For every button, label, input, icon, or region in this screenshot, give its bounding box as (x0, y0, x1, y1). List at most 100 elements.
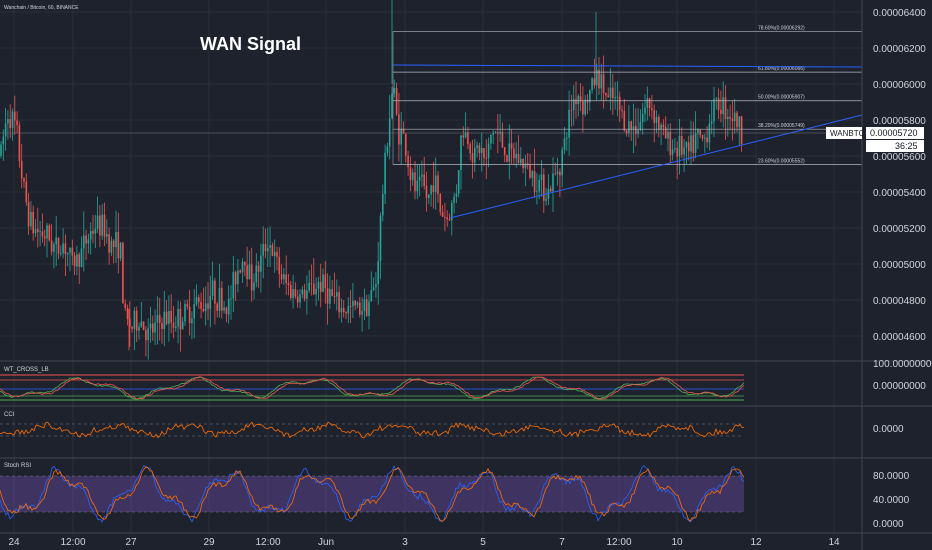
candle-body (285, 274, 287, 284)
candle-body (614, 97, 616, 99)
candle-body (487, 143, 490, 158)
candle-body (444, 216, 446, 218)
candle-body (513, 148, 515, 159)
candle-body (508, 143, 511, 162)
price-pane[interactable]: 78.60%(0.00006292) 61.80%(0.00006066) 50.0… (0, 0, 862, 360)
candle-body (11, 111, 14, 128)
candle-body (602, 74, 605, 94)
wt-cross-pane[interactable]: WT_CROSS_LB (0, 367, 745, 401)
candle-body (621, 109, 623, 112)
candle-body (9, 119, 11, 128)
candle-body (294, 289, 297, 297)
candle-body (595, 69, 598, 86)
time-tick-label: 14 (828, 537, 840, 548)
candle-body (25, 181, 28, 203)
candle-body (23, 178, 25, 182)
candle-body (658, 116, 660, 130)
candle-body (405, 133, 407, 156)
candle-body (69, 247, 71, 253)
candle-body (193, 304, 195, 319)
candle-body (280, 274, 283, 280)
candle-body (43, 236, 46, 239)
resistance-trendline[interactable] (392, 64, 862, 68)
time-tick-label: 12 (750, 537, 762, 548)
candle-body (62, 243, 64, 254)
candle-body (310, 282, 313, 284)
candle-body (432, 185, 435, 192)
candle-body (674, 148, 676, 150)
candle-body (186, 303, 189, 307)
candle-body (66, 252, 69, 255)
candle-body (117, 232, 120, 259)
candle-body (227, 298, 230, 315)
candle-body (469, 144, 471, 154)
time-axis[interactable]: 24 12:00 27 29 12:00 Jun 3 5 7 12:00 10 12 14 (8, 537, 840, 548)
candle-body (616, 96, 619, 98)
candle-body (317, 282, 320, 289)
candle-body (161, 323, 163, 330)
candle-body (492, 132, 494, 135)
candle-body (462, 135, 465, 138)
candle-body (110, 240, 113, 253)
candle-body (474, 147, 476, 163)
candle-body (37, 228, 39, 232)
candle-body (531, 171, 534, 178)
candle-body (168, 310, 170, 324)
time-tick-label: 3 (402, 537, 408, 548)
candle-body (701, 134, 704, 139)
stoch-rsi-pane[interactable]: Stoch RSI (0, 463, 745, 523)
support-trendline[interactable] (449, 114, 862, 219)
candle-body (83, 235, 85, 249)
candle-body (331, 289, 333, 297)
candle-body (600, 74, 603, 89)
price-axis[interactable]: 0.00006400 0.00006200 0.00006000 0.00005800… (873, 8, 926, 343)
candle-body (135, 310, 138, 331)
candle-body (370, 289, 373, 302)
candle-body (53, 244, 55, 252)
candle-body (722, 97, 724, 115)
candle-body (607, 95, 609, 98)
candle-body (96, 215, 99, 229)
time-tick-label: 24 (8, 537, 20, 548)
candle-body (94, 228, 97, 234)
candle-body (704, 137, 706, 139)
candle-body (218, 287, 221, 311)
candle-body (524, 163, 527, 169)
candle-body (411, 172, 414, 180)
fibonacci-retracement[interactable]: 78.60%(0.00006292) 61.80%(0.00006066) 50.0… (392, 25, 862, 165)
candle-body (393, 88, 396, 94)
candle-body (347, 306, 350, 314)
candle-body (434, 175, 437, 192)
cci-pane[interactable]: CCI (0, 412, 745, 439)
candle-body (324, 274, 327, 289)
candle-body (55, 237, 57, 245)
candle-body (717, 98, 720, 110)
wt-axis-tick: 0.00000000 (873, 381, 926, 392)
candle-body (239, 270, 241, 273)
price-tick-label: 0.00006400 (873, 8, 926, 19)
candle-body (276, 251, 278, 257)
candle-body (623, 111, 626, 131)
candle-body (156, 314, 159, 323)
candle-body (16, 120, 18, 126)
candle-body (540, 174, 543, 180)
candle-body (278, 256, 281, 275)
candle-body (375, 284, 377, 288)
candle-body (407, 155, 409, 168)
candle-body (612, 87, 614, 99)
candle-body (710, 121, 713, 124)
candle-body (515, 154, 517, 159)
candle-body (301, 289, 304, 295)
candle-body (501, 131, 504, 148)
price-tick-label: 0.00005400 (873, 188, 926, 199)
candle-body (32, 211, 34, 234)
candle-body (430, 185, 432, 195)
candle-body (149, 323, 152, 329)
candle-body (391, 93, 393, 119)
candle-body (584, 99, 586, 115)
candle-body (678, 135, 681, 157)
candle-body (202, 308, 205, 312)
candle-body (736, 112, 738, 128)
fib-level-label: 78.60%(0.00006292) (758, 25, 805, 31)
stoch-d-line (0, 466, 745, 522)
